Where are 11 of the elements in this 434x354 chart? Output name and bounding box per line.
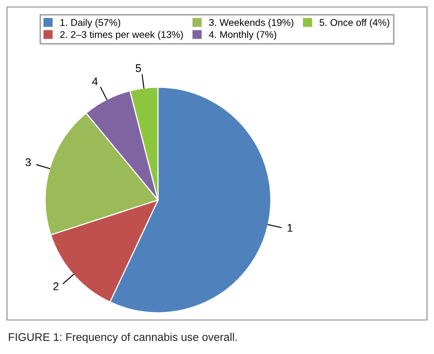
text: 1: [288, 224, 292, 232]
legend-label: 2. 2–3 times per week (13%): [60, 30, 183, 40]
legend-label: 1. Daily (57%): [60, 18, 120, 28]
legend-label: 4. Monthly (7%): [208, 30, 276, 40]
text: 3: [26, 158, 31, 166]
text: 5: [136, 64, 141, 72]
legend-label: 3. Weekends (19%): [209, 18, 294, 28]
text: 2: [53, 282, 58, 290]
legend-label: 5. Once off (4%): [320, 18, 390, 28]
caption: FIGURE 1: Frequency of cannabis use overall.: [8, 332, 237, 344]
text: 4: [92, 78, 98, 86]
